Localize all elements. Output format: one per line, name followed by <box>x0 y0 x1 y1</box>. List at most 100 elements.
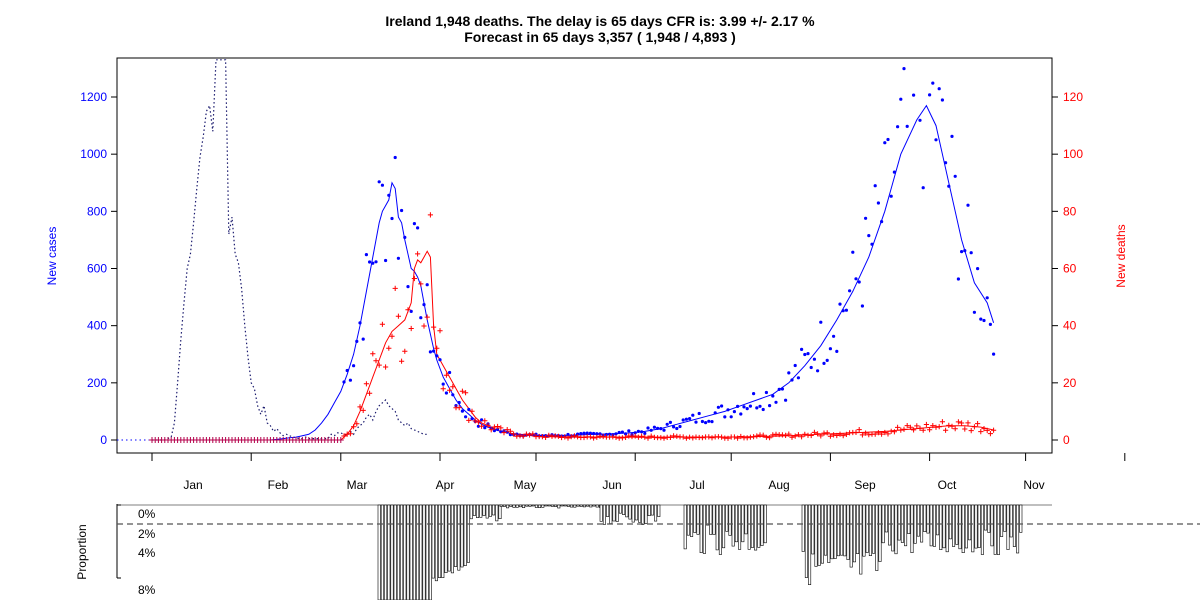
death-point <box>421 323 427 329</box>
case-point <box>620 430 625 434</box>
death-point <box>962 426 968 432</box>
proportion-bar <box>396 504 400 600</box>
proportion-bar <box>744 504 748 535</box>
case-point <box>483 426 487 430</box>
death-point <box>760 432 766 438</box>
death-point <box>754 433 760 439</box>
death-point <box>907 424 913 430</box>
death-point <box>405 307 411 313</box>
death-point <box>738 433 744 440</box>
proportion-bar <box>824 504 828 556</box>
case-point <box>585 431 589 435</box>
case-point <box>368 260 372 264</box>
proportion-bar <box>760 504 764 546</box>
proportion-bar <box>926 504 930 534</box>
death-point <box>946 422 952 428</box>
proportion-bar <box>814 504 818 567</box>
case-point <box>588 431 593 435</box>
proportion-bar <box>1003 504 1007 532</box>
case-point <box>467 407 471 412</box>
death-point <box>463 390 469 396</box>
death-point <box>523 431 529 437</box>
proportion-bar <box>709 504 713 535</box>
case-point <box>768 404 772 408</box>
proportion-tick-label: 4% <box>138 546 156 560</box>
proportion-bar <box>582 504 586 508</box>
proportion-bar <box>836 504 840 557</box>
death-point <box>434 345 440 351</box>
death-point <box>978 429 984 435</box>
proportion-bar <box>525 504 529 507</box>
death-point <box>955 419 961 425</box>
death-point <box>456 405 462 411</box>
case-point <box>736 404 740 408</box>
death-point <box>834 432 840 439</box>
proportion-bar <box>586 504 590 507</box>
death-point <box>981 426 987 432</box>
case-point <box>403 235 407 239</box>
case-point <box>787 371 791 375</box>
case-point <box>464 415 468 419</box>
proportion-bar <box>434 504 438 582</box>
y-left-axis-title: New cases <box>45 227 59 286</box>
case-point <box>985 296 989 300</box>
case-point <box>726 408 730 412</box>
proportion-bar <box>400 504 404 600</box>
proportion-bar <box>518 504 522 508</box>
proportion-bar <box>913 504 917 544</box>
case-point <box>387 193 391 197</box>
proportion-bar <box>566 504 570 507</box>
death-point <box>661 435 667 441</box>
death-point <box>648 433 654 439</box>
death-point <box>530 431 536 437</box>
proportion-bar <box>932 504 936 547</box>
proportion-bar <box>502 504 506 507</box>
proportion-bar <box>1006 504 1010 550</box>
y-left-tick-label: 400 <box>87 319 107 333</box>
proportion-bar <box>952 504 956 547</box>
case-point <box>966 203 970 207</box>
case-point <box>822 361 826 365</box>
proportion-bar <box>712 504 716 535</box>
case-point <box>460 409 464 413</box>
proportion-bar <box>482 504 486 516</box>
case-point <box>976 267 980 271</box>
case-point <box>909 36 912 39</box>
death-point <box>699 435 705 441</box>
case-point <box>950 134 954 138</box>
proportion-bar <box>390 504 394 600</box>
proportion-bar <box>686 504 690 536</box>
proportion-bar <box>609 504 613 524</box>
case-point <box>883 141 887 145</box>
proportion-bar <box>612 504 616 522</box>
proportion-bar <box>472 504 476 516</box>
proportion-bar <box>840 504 844 556</box>
case-point <box>848 289 852 293</box>
plot-frame <box>116 57 1053 454</box>
proportion-bar <box>419 504 423 600</box>
proportion-bar <box>654 504 658 522</box>
death-point <box>971 424 977 430</box>
death-point <box>706 434 712 440</box>
proportion-bar <box>987 504 991 533</box>
proportion-bar <box>804 504 808 578</box>
x-tick-label: Apr <box>436 478 455 492</box>
case-point <box>393 155 397 160</box>
proportion-bar <box>820 504 824 564</box>
case-point <box>428 350 432 354</box>
death-point <box>917 425 923 431</box>
case-point <box>889 194 893 198</box>
death-point <box>815 431 821 437</box>
proportion-bar <box>634 504 638 521</box>
death-point <box>594 434 600 440</box>
death-point <box>783 432 789 438</box>
x-tick-label: May <box>514 478 537 492</box>
case-point <box>579 432 583 436</box>
proportion-bar <box>650 504 654 516</box>
case-point <box>835 349 839 353</box>
proportion-bar <box>868 504 872 557</box>
y-left-tick-label: 600 <box>87 262 107 276</box>
case-point <box>832 334 836 338</box>
proportion-bar <box>728 504 732 536</box>
case-point <box>892 170 897 174</box>
